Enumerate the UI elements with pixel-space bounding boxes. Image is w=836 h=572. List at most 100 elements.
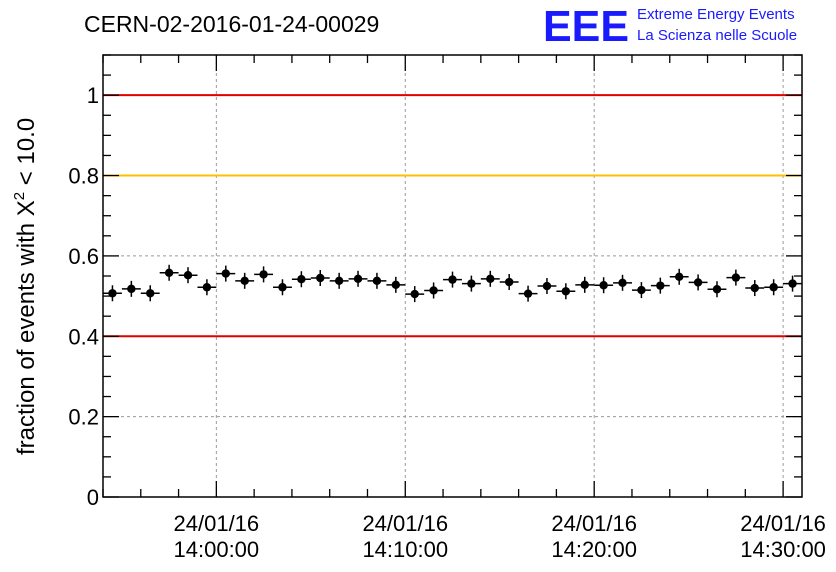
y-axis-label-prefix: fraction of events with [13, 216, 40, 455]
data-point-26 [594, 277, 614, 294]
marker [693, 278, 703, 287]
data-point-4 [178, 267, 198, 284]
marker [675, 272, 684, 282]
data-point-21 [499, 274, 519, 291]
data-point-22 [518, 285, 538, 302]
marker [486, 274, 495, 284]
marker [599, 281, 608, 290]
x-tick-label-time: 14:10:00 [362, 537, 448, 562]
data-point-16 [405, 286, 425, 303]
x-tick-label-date: 24/01/16 [551, 511, 637, 536]
marker [656, 281, 665, 290]
data-point-31 [688, 274, 708, 291]
x-tick-label-date: 24/01/16 [740, 511, 826, 536]
marker [504, 277, 514, 287]
y-tick-label: 0 [87, 485, 99, 510]
data-point-13 [348, 270, 368, 287]
x-tick-label-date: 24/01/16 [362, 511, 448, 536]
x-tick-label-date: 24/01/16 [174, 511, 260, 536]
data-point-11 [310, 270, 330, 287]
x-tick-label-time: 14:00:00 [174, 537, 260, 562]
data-point-18 [443, 271, 462, 288]
data-point-14 [367, 272, 387, 289]
reference-lines [103, 94, 802, 338]
data-point-2 [140, 285, 160, 302]
marker [127, 284, 136, 294]
data-point-19 [461, 275, 481, 292]
data-point-8 [254, 266, 274, 283]
marker [637, 285, 646, 295]
data-point-29 [650, 277, 670, 294]
marker [542, 281, 552, 291]
marker [788, 279, 797, 288]
data-point-33 [726, 269, 746, 286]
marker [618, 278, 627, 288]
marker [731, 273, 741, 282]
data-point-6 [216, 265, 236, 282]
data-point-9 [273, 279, 292, 296]
eee-logo: EEE Extreme Energy Events La Scienza nel… [543, 2, 797, 51]
data-point-35 [764, 279, 784, 296]
marker [334, 276, 344, 286]
y-axis-label: fraction of events with X2 < 10.0 [11, 118, 40, 455]
data-point-1 [121, 280, 141, 297]
marker [769, 283, 778, 292]
x-tick-label-time: 14:30:00 [740, 537, 826, 562]
x-tick-label-time: 14:20:00 [551, 537, 637, 562]
marker [523, 289, 533, 298]
marker [183, 270, 193, 280]
data-point-7 [235, 272, 255, 289]
y-tick-label: 1 [87, 83, 99, 108]
marker [240, 276, 249, 286]
data-point-20 [480, 270, 500, 287]
marker [561, 287, 571, 296]
y-tick-label: 0.8 [68, 164, 99, 189]
data-point-27 [613, 274, 632, 291]
marker [221, 269, 230, 278]
marker [202, 283, 212, 292]
marker [712, 285, 722, 294]
data-point-25 [575, 276, 595, 293]
marker [146, 289, 155, 298]
marker [316, 273, 325, 283]
marker [448, 275, 457, 284]
data-point-0 [103, 285, 122, 302]
marker [429, 286, 438, 295]
data-point-32 [707, 281, 727, 298]
data-point-10 [291, 271, 311, 288]
data-point-17 [424, 282, 444, 299]
run-title: CERN-02-2016-01-24-00029 [84, 11, 379, 37]
y-axis-label-symbol: X [13, 200, 40, 216]
tick-labels: 00.20.40.60.8124/01/1614:00:0024/01/1614… [68, 83, 826, 562]
marker [391, 280, 401, 290]
y-tick-label: 0.2 [68, 405, 99, 430]
marker [259, 270, 268, 279]
y-tick-label: 0.6 [68, 244, 99, 269]
data-point-3 [159, 264, 179, 281]
marker [278, 283, 287, 292]
y-tick-label: 0.4 [68, 324, 99, 349]
data-point-28 [631, 282, 651, 299]
data-point-34 [745, 280, 765, 297]
marker [297, 275, 306, 284]
data-point-15 [386, 276, 406, 293]
data-point-5 [197, 279, 217, 296]
marker [750, 283, 759, 293]
marker [353, 274, 363, 284]
marker [580, 280, 589, 290]
marker [372, 276, 382, 286]
data-point-30 [669, 268, 689, 285]
marker [108, 289, 117, 298]
marker [164, 268, 174, 277]
data-point-36 [783, 275, 802, 292]
logo-mark: EEE [543, 2, 629, 51]
y-axis-label-sup: 2 [11, 192, 28, 200]
logo-line-1: Extreme Energy Events [637, 6, 795, 23]
data-points [103, 264, 802, 303]
data-point-12 [329, 272, 349, 289]
axes [102, 54, 803, 498]
data-point-24 [556, 283, 576, 300]
y-axis-label-suffix: < 10.0 [13, 118, 40, 192]
data-point-23 [537, 278, 557, 295]
